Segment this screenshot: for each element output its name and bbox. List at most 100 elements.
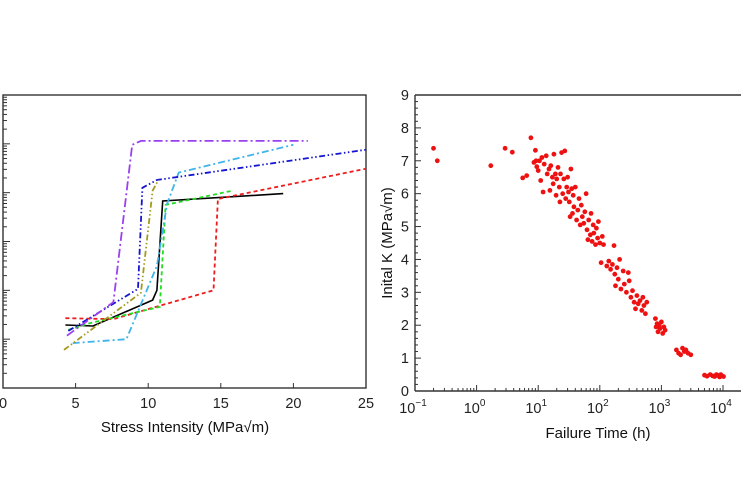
- right-y-tick-label: 8: [401, 121, 409, 137]
- scatter-point: [617, 257, 622, 262]
- scatter-point: [633, 306, 638, 312]
- scatter-point: [581, 220, 587, 226]
- scatter-point: [544, 171, 550, 177]
- right-x-tick-label: 10−1: [399, 398, 427, 417]
- scatter-point: [537, 158, 542, 164]
- scatter-point: [575, 207, 581, 213]
- scatter-point: [653, 316, 658, 321]
- scatter-point: [539, 155, 545, 160]
- scatter-point: [606, 258, 612, 264]
- series-line-purple-dashdot: [66, 139, 308, 337]
- scatter-point: [624, 289, 629, 295]
- scatter-point: [586, 217, 592, 223]
- scatter-point: [641, 303, 647, 308]
- left-chart: 0 5 10 15 20 25 Stress Intensity (MPa√m): [0, 94, 374, 436]
- scatter-point: [643, 311, 648, 317]
- left-x-ticks: 0 5 10 15 20 25: [0, 383, 374, 412]
- scatter-point: [568, 166, 574, 172]
- scatter-point: [548, 163, 554, 169]
- scatter-point: [554, 176, 560, 182]
- left-series-lines: [63, 139, 367, 351]
- scatter-point: [637, 298, 643, 303]
- scatter-point: [488, 163, 494, 169]
- scatter-point: [528, 135, 534, 141]
- scatter-point: [614, 265, 620, 271]
- scatter-point: [520, 175, 526, 181]
- scatter-point: [721, 374, 726, 379]
- scatter-point: [541, 161, 547, 167]
- scatter-point: [571, 204, 577, 210]
- series-line-green-dashed: [68, 189, 233, 331]
- scatter-point: [574, 217, 579, 223]
- scatter-point: [604, 263, 610, 269]
- scatter-point: [555, 165, 561, 170]
- right-y-ticks: 0 1 2 3 4 5 6 7 8 9: [401, 88, 421, 400]
- scatter-point: [561, 176, 567, 182]
- right-y-tick-label: 4: [401, 252, 409, 268]
- right-x-tick-label: 103: [649, 398, 671, 417]
- scatter-point: [558, 171, 563, 177]
- right-x-tick-label: 101: [525, 398, 547, 417]
- right-y-tick-label: 9: [401, 88, 409, 104]
- scatter-point: [625, 270, 631, 275]
- scatter-point: [533, 147, 538, 153]
- left-x-tick-label: 20: [285, 396, 301, 412]
- scatter-point: [598, 260, 604, 266]
- scatter-point: [594, 225, 599, 231]
- scatter-point: [540, 189, 546, 195]
- scatter-point: [657, 326, 663, 331]
- right-scatter-points: [431, 135, 726, 380]
- scatter-point: [678, 352, 683, 358]
- right-y-tick-label: 7: [401, 154, 409, 170]
- left-x-tick-label: 10: [140, 396, 156, 412]
- scatter-point: [577, 222, 583, 228]
- scatter-point: [431, 145, 436, 151]
- scatter-point: [576, 196, 582, 202]
- scatter-point: [570, 211, 575, 216]
- right-x-tick-label: 100: [464, 398, 486, 417]
- scatter-point: [570, 192, 576, 198]
- scatter-point: [547, 188, 553, 193]
- scatter-point: [631, 299, 637, 305]
- right-x-axis-label: Failure Time (h): [545, 425, 650, 442]
- scatter-point: [509, 149, 515, 155]
- scatter-point: [566, 199, 572, 205]
- scatter-point: [634, 293, 640, 298]
- scatter-point: [662, 327, 668, 333]
- scatter-point: [599, 234, 605, 239]
- scatter-point: [556, 184, 562, 190]
- right-chart: 0 1 2 3 4 5 6 7 8 9 10−1 100 101 102 103 104 Failure T…: [379, 88, 741, 442]
- scatter-point: [659, 319, 664, 325]
- scatter-point: [543, 153, 549, 159]
- scatter-point: [502, 145, 508, 151]
- scatter-point: [688, 352, 694, 358]
- scatter-point: [585, 237, 591, 243]
- scatter-point: [588, 211, 594, 216]
- scatter-point: [615, 276, 621, 282]
- scatter-point: [639, 308, 645, 313]
- right-y-tick-label: 6: [401, 187, 409, 203]
- left-y-ticks: [3, 96, 10, 389]
- scatter-point: [640, 294, 646, 300]
- scatter-point: [590, 222, 596, 228]
- scatter-point: [553, 192, 559, 198]
- scatter-point: [593, 242, 598, 248]
- series-line-black-solid: [65, 192, 284, 327]
- scatter-point: [434, 158, 440, 164]
- scatter-point: [579, 214, 585, 220]
- scatter-point: [584, 227, 590, 233]
- scatter-point: [550, 174, 555, 180]
- scatter-point: [572, 184, 578, 190]
- scatter-point: [560, 191, 566, 197]
- scatter-point: [566, 189, 571, 195]
- scatter-point: [610, 262, 615, 267]
- scatter-point: [533, 158, 539, 164]
- series-line-red-dashed: [65, 167, 367, 321]
- scatter-point: [553, 171, 558, 177]
- scatter-point: [550, 181, 556, 187]
- scatter-point: [534, 164, 540, 170]
- scatter-point: [611, 243, 617, 249]
- left-x-tick-label: 15: [213, 396, 229, 412]
- scatter-point: [601, 242, 606, 248]
- scatter-point: [551, 151, 557, 157]
